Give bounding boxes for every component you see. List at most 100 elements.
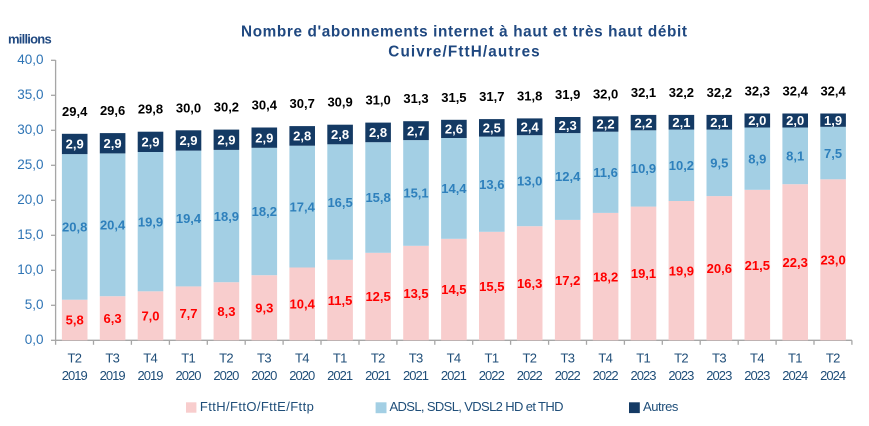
svg-text:2022: 2022: [517, 368, 543, 383]
svg-text:2019: 2019: [100, 368, 126, 383]
svg-text:13,0: 13,0: [517, 173, 542, 188]
svg-text:T2: T2: [67, 350, 82, 365]
svg-text:2022: 2022: [593, 368, 619, 383]
svg-text:1,9: 1,9: [824, 113, 842, 128]
svg-text:32,2: 32,2: [707, 85, 732, 100]
svg-text:2,3: 2,3: [559, 118, 577, 133]
svg-text:T4: T4: [447, 350, 462, 365]
svg-text:15,8: 15,8: [365, 190, 390, 205]
svg-text:2,9: 2,9: [179, 133, 197, 148]
svg-text:2,1: 2,1: [672, 115, 690, 130]
svg-text:30,0: 30,0: [176, 100, 201, 115]
svg-text:31,0: 31,0: [365, 93, 390, 108]
svg-text:T2: T2: [371, 350, 386, 365]
svg-text:2024: 2024: [782, 368, 808, 383]
svg-text:2,8: 2,8: [369, 125, 387, 140]
svg-text:T1: T1: [333, 350, 348, 365]
svg-text:29,6: 29,6: [100, 103, 125, 118]
svg-text:2020: 2020: [289, 368, 315, 383]
svg-text:7,7: 7,7: [179, 306, 197, 321]
svg-text:12,5: 12,5: [365, 289, 390, 304]
svg-text:T1: T1: [636, 350, 651, 365]
svg-text:10,2: 10,2: [669, 158, 694, 173]
svg-text:T4: T4: [750, 350, 765, 365]
svg-text:2019: 2019: [138, 368, 164, 383]
svg-text:Autres: Autres: [643, 399, 679, 414]
svg-text:2,2: 2,2: [597, 117, 615, 132]
svg-text:2023: 2023: [631, 368, 657, 383]
svg-text:Cuivre/FttH/autres: Cuivre/FttH/autres: [388, 44, 539, 61]
svg-text:T3: T3: [257, 350, 272, 365]
svg-text:Nombre d'abonnements internet: Nombre d'abonnements internet à haut et …: [241, 23, 687, 40]
svg-text:FttH/FttO/FttE/Fttp: FttH/FttO/FttE/Fttp: [200, 399, 314, 414]
svg-text:2024: 2024: [820, 368, 846, 383]
svg-text:35,0: 35,0: [17, 87, 43, 102]
svg-text:5,8: 5,8: [66, 313, 84, 328]
svg-text:32,3: 32,3: [745, 84, 770, 99]
svg-text:11,5: 11,5: [328, 293, 353, 308]
svg-text:21,5: 21,5: [745, 258, 770, 273]
svg-text:5,0: 5,0: [25, 297, 44, 312]
svg-text:15,0: 15,0: [17, 227, 43, 242]
svg-text:16,5: 16,5: [327, 195, 352, 210]
svg-text:2,9: 2,9: [104, 136, 122, 151]
svg-text:20,4: 20,4: [100, 218, 126, 233]
svg-text:17,4: 17,4: [290, 199, 316, 214]
svg-text:2,8: 2,8: [293, 129, 311, 144]
svg-text:32,4: 32,4: [820, 84, 846, 99]
svg-text:2,9: 2,9: [217, 132, 235, 147]
svg-text:10,0: 10,0: [17, 262, 43, 277]
svg-text:15,1: 15,1: [403, 186, 428, 201]
svg-text:31,5: 31,5: [441, 90, 466, 105]
svg-text:2,5: 2,5: [483, 121, 501, 136]
svg-text:13,5: 13,5: [403, 286, 428, 301]
svg-text:2023: 2023: [668, 368, 694, 383]
svg-text:18,2: 18,2: [593, 269, 618, 284]
svg-text:2020: 2020: [176, 368, 202, 383]
svg-text:2,9: 2,9: [66, 137, 84, 152]
svg-text:32,4: 32,4: [783, 84, 809, 99]
svg-text:30,9: 30,9: [327, 95, 352, 110]
svg-text:32,2: 32,2: [669, 85, 694, 100]
svg-text:10,9: 10,9: [631, 161, 656, 176]
svg-text:2023: 2023: [706, 368, 732, 383]
svg-text:T2: T2: [522, 350, 537, 365]
svg-text:8,1: 8,1: [786, 149, 804, 164]
svg-text:29,4: 29,4: [62, 104, 88, 119]
svg-text:23,0: 23,0: [820, 253, 845, 268]
svg-text:2,2: 2,2: [634, 115, 652, 130]
svg-text:30,0: 30,0: [17, 122, 43, 137]
svg-text:T1: T1: [788, 350, 803, 365]
svg-text:30,7: 30,7: [290, 96, 315, 111]
svg-text:2021: 2021: [441, 368, 467, 383]
svg-text:40,0: 40,0: [17, 52, 43, 67]
svg-text:9,3: 9,3: [255, 300, 273, 315]
svg-text:T3: T3: [712, 350, 727, 365]
svg-text:11,6: 11,6: [593, 165, 618, 180]
svg-text:T2: T2: [674, 350, 689, 365]
svg-text:19,9: 19,9: [669, 263, 694, 278]
svg-text:25,0: 25,0: [17, 157, 43, 172]
svg-text:15,5: 15,5: [479, 279, 504, 294]
svg-text:32,1: 32,1: [631, 85, 656, 100]
svg-text:2,9: 2,9: [255, 130, 273, 145]
svg-text:T3: T3: [409, 350, 424, 365]
svg-text:T4: T4: [295, 350, 310, 365]
svg-text:T4: T4: [598, 350, 613, 365]
svg-text:16,3: 16,3: [517, 276, 542, 291]
svg-text:13,6: 13,6: [479, 177, 504, 192]
svg-text:20,6: 20,6: [707, 261, 732, 276]
svg-text:T1: T1: [181, 350, 196, 365]
svg-text:18,9: 18,9: [214, 209, 239, 224]
svg-text:2,9: 2,9: [141, 135, 159, 150]
svg-text:31,9: 31,9: [555, 87, 580, 102]
svg-text:2,6: 2,6: [445, 122, 463, 137]
svg-text:T2: T2: [219, 350, 234, 365]
svg-text:19,1: 19,1: [631, 266, 656, 281]
svg-text:2,8: 2,8: [331, 127, 349, 142]
svg-text:2021: 2021: [403, 368, 429, 383]
svg-text:2020: 2020: [251, 368, 277, 383]
svg-text:2,1: 2,1: [710, 115, 728, 130]
svg-text:2019: 2019: [62, 368, 88, 383]
svg-text:20,0: 20,0: [17, 192, 43, 207]
